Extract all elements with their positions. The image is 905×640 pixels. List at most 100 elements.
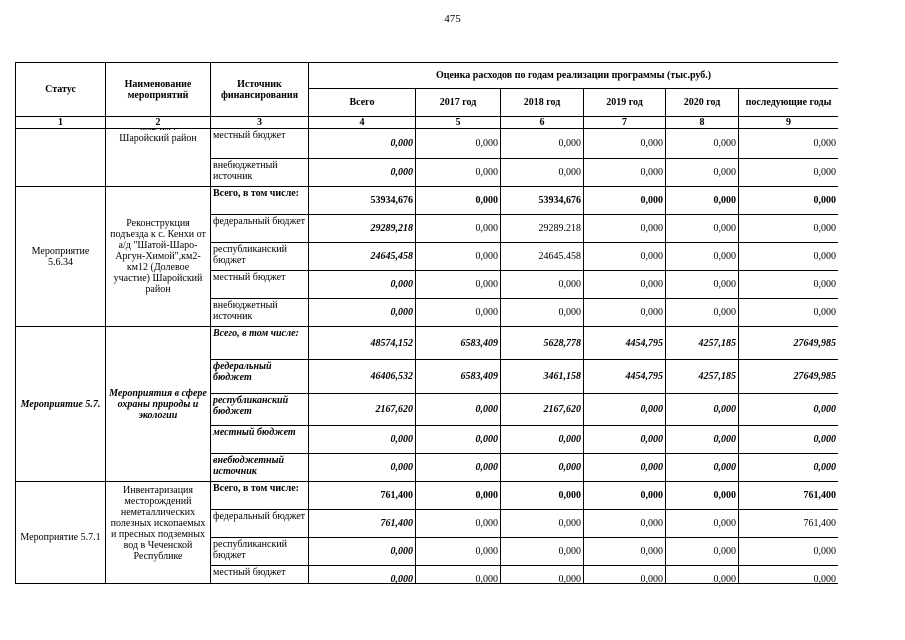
header-column: 2019 год: [583, 88, 666, 117]
name-cell: Инвентаризация месторождений неметалличе…: [105, 481, 211, 583]
value-cell: 5628,778: [500, 326, 584, 360]
value-cell: 0,000: [665, 453, 739, 482]
name-text: Реконструкция подъезда к с. Кенхи от а/д…: [110, 218, 206, 295]
source-cell: местный бюджет: [210, 270, 309, 299]
value-cell: 0,000: [500, 509, 584, 538]
table-row: местный бюджет 0,000 0,000 0,000 0,000 0,000 0…: [16, 270, 838, 299]
value-cell: 0,000: [583, 453, 666, 482]
table-row: федеральный бюджет 29289,218 0,000 29289.21…: [16, 214, 838, 243]
value-cell: 0,000: [737, 453, 838, 482]
value-cell: 0,000: [583, 537, 666, 566]
value-cell: 0,000: [583, 186, 666, 215]
value-cell: 29289,218: [308, 214, 416, 243]
value-cell: 2167,620: [500, 393, 584, 426]
value-cell: 0,000: [737, 242, 838, 271]
name-cell: км2-км4 Шаройский район: [105, 128, 211, 187]
name-text: Инвентаризация месторождений неметалличе…: [110, 485, 206, 562]
value-cell: 0,000: [415, 298, 501, 327]
value-cell: 0,000: [737, 298, 838, 327]
source-cell: Всего, в том числе:: [210, 186, 309, 215]
value-cell: 0,000: [415, 186, 501, 215]
column-number: 8: [665, 116, 739, 129]
value-cell: 0,000: [665, 537, 739, 566]
value-cell: 0,000: [500, 537, 584, 566]
header-estimate: Оценка расходов по годам реализации прог…: [307, 62, 838, 89]
value-cell: 53934,676: [500, 186, 584, 215]
value-cell: 0,000: [665, 298, 739, 327]
value-cell: 4454,795: [583, 326, 666, 360]
value-cell: 0,000: [665, 128, 739, 159]
value-cell: 0,000: [583, 128, 666, 159]
value-cell: 0,000: [308, 565, 416, 583]
status-cell: Мероприятие 5.7.: [15, 326, 106, 482]
value-cell: 0,000: [308, 270, 416, 299]
value-cell: 0,000: [583, 481, 666, 510]
source-cell: местный бюджет: [210, 425, 309, 454]
table-wrap: Статус Наименование мероприятий Источник…: [15, 62, 838, 584]
value-cell: 0,000: [665, 481, 739, 510]
value-cell: 24645,458: [308, 242, 416, 271]
header-column: 2017 год: [415, 88, 501, 117]
table-row: Мероприятие 5.7. Мероприятия в сфере охра…: [15, 326, 838, 482]
source-cell: местный бюджет: [210, 565, 309, 583]
value-cell: 0,000: [415, 214, 501, 243]
column-number: 1: [15, 116, 106, 129]
value-cell: 29289.218: [500, 214, 584, 243]
header-column: 2020 год: [665, 88, 739, 117]
value-cell: 0,000: [737, 158, 838, 187]
header-name: Наименование мероприятий: [105, 62, 211, 117]
value-cell: 0,000: [665, 509, 739, 538]
status-cell: [15, 128, 106, 187]
budget-table: Статус Наименование мероприятий Источник…: [15, 62, 838, 583]
value-cell: 27649,985: [737, 326, 838, 360]
table-row: республиканский бюджет 2167,620 0,000 2167,…: [16, 393, 838, 426]
value-cell: 24645.458: [500, 242, 584, 271]
value-cell: 0,000: [500, 298, 584, 327]
source-cell: федеральный бюджет: [210, 509, 309, 538]
name-cell: Мероприятия в сфере охраны природы и эко…: [105, 326, 211, 482]
value-cell: 0,000: [308, 453, 416, 482]
value-cell: 761,400: [737, 481, 838, 510]
column-number: 5: [415, 116, 501, 129]
value-cell: 46406,532: [308, 359, 416, 394]
value-cell: 0,000: [665, 270, 739, 299]
table-row: республиканский бюджет 0,000 0,000 0,000 0,0…: [16, 537, 838, 566]
header-column: Всего: [308, 88, 416, 117]
table-row: местный бюджет 0,000 0,000 0,000 0,000 0,000 0…: [16, 425, 838, 454]
value-cell: 0,000: [665, 242, 739, 271]
value-cell: 0,000: [665, 158, 739, 187]
value-cell: 0,000: [583, 565, 666, 583]
value-cell: 0,000: [500, 128, 584, 159]
value-cell: 0,000: [737, 186, 838, 215]
value-cell: 4257,185: [665, 326, 739, 360]
source-cell: местный бюджет: [210, 128, 309, 159]
name-text: Мероприятия в сфере охраны природы и эко…: [109, 387, 207, 421]
table-row: внебюджетный источник 0,000 0,000 0,000 0,00…: [16, 158, 838, 187]
value-cell: 4454,795: [583, 359, 666, 394]
source-cell: республиканский бюджет: [210, 393, 309, 426]
value-cell: 0,000: [583, 270, 666, 299]
value-cell: 761,400: [308, 509, 416, 538]
column-number: 6: [500, 116, 584, 129]
value-cell: 0,000: [583, 242, 666, 271]
source-cell: республиканский бюджет: [210, 242, 309, 271]
table-row: Мероприятие 5.6.34 Реконструкция подъезда…: [15, 186, 838, 327]
value-cell: 27649,985: [737, 359, 838, 394]
column-number: 3: [210, 116, 309, 129]
value-cell: 0,000: [500, 425, 584, 454]
value-cell: 0,000: [415, 565, 501, 583]
value-cell: 0,000: [737, 565, 838, 583]
value-cell: 0,000: [308, 128, 416, 159]
table-row: Мероприятие 5.7.1 Инвентаризация месторож…: [15, 481, 838, 583]
value-cell: 0,000: [665, 186, 739, 215]
header-column: 2018 год: [500, 88, 584, 117]
value-cell: 48574,152: [308, 326, 416, 360]
page-number: 475: [444, 13, 461, 25]
value-cell: 0,000: [308, 298, 416, 327]
value-cell: 0,000: [583, 158, 666, 187]
value-cell: 761,400: [737, 509, 838, 538]
value-cell: 0,000: [415, 509, 501, 538]
source-cell: республиканский бюджет: [210, 537, 309, 566]
value-cell: 0,000: [415, 425, 501, 454]
